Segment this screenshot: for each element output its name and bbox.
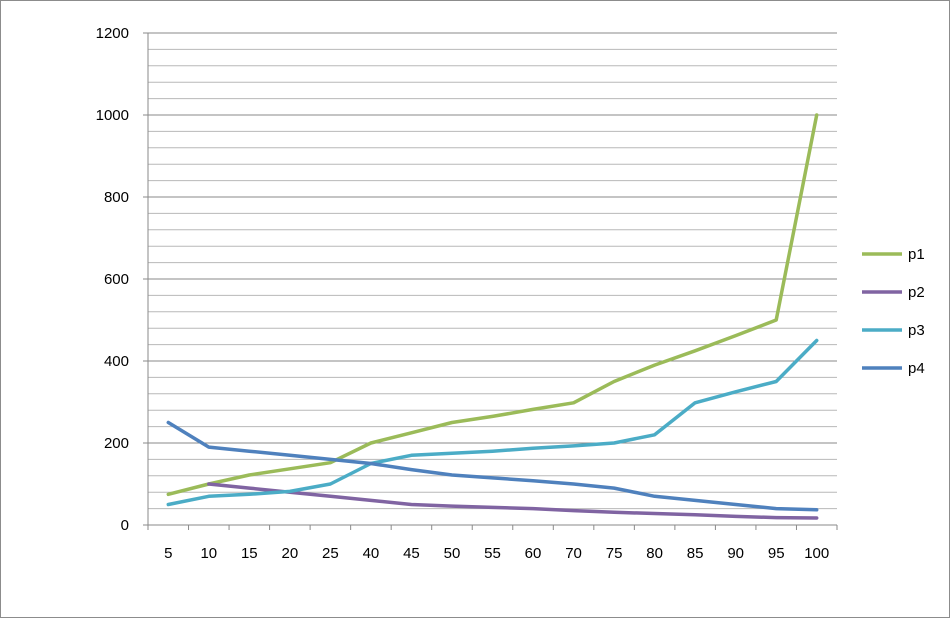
x-tick-label: 85	[687, 545, 704, 562]
x-tick-label: 80	[646, 545, 663, 562]
x-tick-label: 45	[403, 545, 420, 562]
x-axis-tick-labels: 5 10 15 20 25 40 45 50 55 60 70 75 80 85 90 95 100	[164, 545, 829, 562]
x-tick-label: 40	[363, 545, 380, 562]
x-tick-label: 10	[200, 545, 217, 562]
legend: p1 p2 p3 p4	[862, 246, 925, 377]
x-tick-label: 20	[282, 545, 299, 562]
x-tick-label: 5	[164, 545, 172, 562]
series-line-p4	[166, 420, 819, 512]
series-line-p3	[166, 338, 819, 507]
legend-label-p3: p3	[908, 322, 925, 339]
x-tick-label: 60	[525, 545, 542, 562]
legend-label-p2: p2	[908, 284, 925, 301]
y-tick-label: 400	[104, 353, 129, 370]
x-tick-label: 70	[565, 545, 582, 562]
y-tick-label: 0	[121, 517, 129, 534]
y-tick-label: 800	[104, 189, 129, 206]
y-tick-label: 1000	[96, 107, 129, 124]
series-line-p2	[207, 482, 819, 520]
x-tick-label: 55	[484, 545, 501, 562]
series-lines	[166, 113, 819, 520]
x-tick-label: 25	[322, 545, 339, 562]
x-tick-label: 75	[606, 545, 623, 562]
x-tick-label: 15	[241, 545, 258, 562]
series-line-p1	[166, 113, 819, 497]
legend-label-p4: p4	[908, 360, 925, 377]
legend-label-p1: p1	[908, 246, 925, 263]
x-tick-label: 90	[727, 545, 744, 562]
grid-lines	[148, 32, 837, 526]
y-tick-label: 600	[104, 271, 129, 288]
axes	[143, 32, 838, 530]
y-tick-label: 200	[104, 435, 129, 452]
y-axis-tick-labels: 0 200 400 600 800 1000 1200	[96, 25, 129, 534]
x-tick-label: 50	[444, 545, 461, 562]
x-tick-label: 95	[768, 545, 785, 562]
y-tick-label: 1200	[96, 25, 129, 42]
x-tick-label: 100	[804, 545, 829, 562]
